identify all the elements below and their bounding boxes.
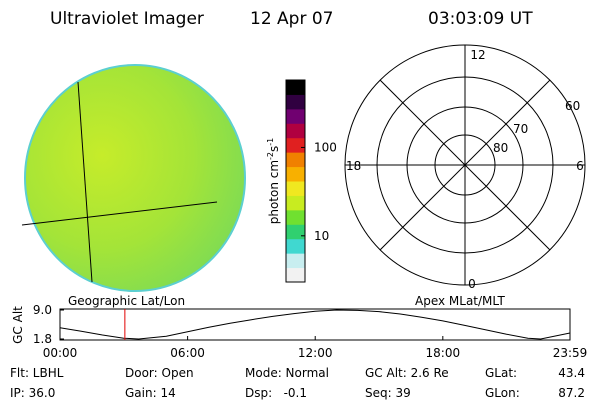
status-field: Seq: 39 <box>365 386 411 400</box>
lat-label: 80 <box>493 141 508 155</box>
x-tick-label: 12:00 <box>298 346 333 360</box>
lat-label: 60 <box>565 99 580 113</box>
y-tick-label: 1.8 <box>33 332 52 346</box>
colorbar-band <box>286 253 305 269</box>
colorbar-label-part: photon cm <box>267 160 281 224</box>
colorbar-band <box>286 80 305 95</box>
colorbar-band <box>286 94 305 110</box>
x-tick-label: 18:00 <box>426 346 461 360</box>
colorbar-band <box>286 137 305 153</box>
colorbar-tick-label: 10 <box>314 229 329 243</box>
mlt-label: 12 <box>470 48 485 62</box>
y-axis-label: GC Alt <box>11 306 25 344</box>
title: Ultraviolet Imager <box>50 9 204 29</box>
status-field: GLat: <box>485 366 517 380</box>
colorbar-band <box>286 195 305 211</box>
colorbar-band <box>286 152 305 168</box>
status-field: Dsp: -0.1 <box>245 386 307 400</box>
status-field: Flt: LBHL <box>10 366 64 380</box>
colorbar-label-part: -2 <box>266 152 275 160</box>
x-tick-label: 00:00 <box>43 346 78 360</box>
parallel <box>21 201 218 226</box>
colorbar-band <box>286 108 305 124</box>
colorbar-band <box>286 224 305 240</box>
colorbar-band <box>286 238 305 254</box>
colorbar-band <box>286 166 305 182</box>
polar-grid <box>344 44 586 286</box>
plot-title-left: Geographic Lat/Lon <box>68 294 185 308</box>
status-field: Mode: Normal <box>245 366 329 380</box>
colorbar-band <box>286 209 305 225</box>
x-tick-label: 06:00 <box>170 346 205 360</box>
status-field: IP: 36.0 <box>10 386 55 400</box>
status-field: Door: Open <box>125 366 194 380</box>
status-value: 43.4 <box>558 366 585 380</box>
colorbar-band <box>286 267 305 283</box>
altitude-frame <box>59 308 571 341</box>
colorbar-band <box>286 123 305 139</box>
meridian <box>77 81 93 283</box>
x-tick-label: 23:59 <box>553 346 588 360</box>
status-field: GC Alt: 2.6 Re <box>365 366 449 380</box>
uv-image <box>24 64 246 292</box>
time: 03:03:09 UT <box>428 9 533 29</box>
lat-label: 70 <box>513 122 528 136</box>
date: 12 Apr 07 <box>250 9 333 29</box>
colorbar-label: photon cm-2s-1 <box>266 138 281 225</box>
colorbar-frame <box>285 79 306 283</box>
y-tick-label: 9.0 <box>33 303 52 317</box>
colorbar-tick-label: 100 <box>314 140 337 154</box>
plot-title-right: Apex MLat/MLT <box>415 294 505 308</box>
colorbar-label-part: s <box>267 146 281 152</box>
status-field: Gain: 14 <box>125 386 176 400</box>
colorbar-label-part: -1 <box>266 138 275 146</box>
status-field: GLon: <box>485 386 520 400</box>
status-value: 87.2 <box>558 386 585 400</box>
colorbar-band <box>286 181 305 196</box>
mlt-label: 0 <box>468 277 476 291</box>
mlt-label: 6 <box>576 159 584 173</box>
altitude-curve <box>59 309 571 340</box>
mlt-label: 18 <box>346 159 361 173</box>
